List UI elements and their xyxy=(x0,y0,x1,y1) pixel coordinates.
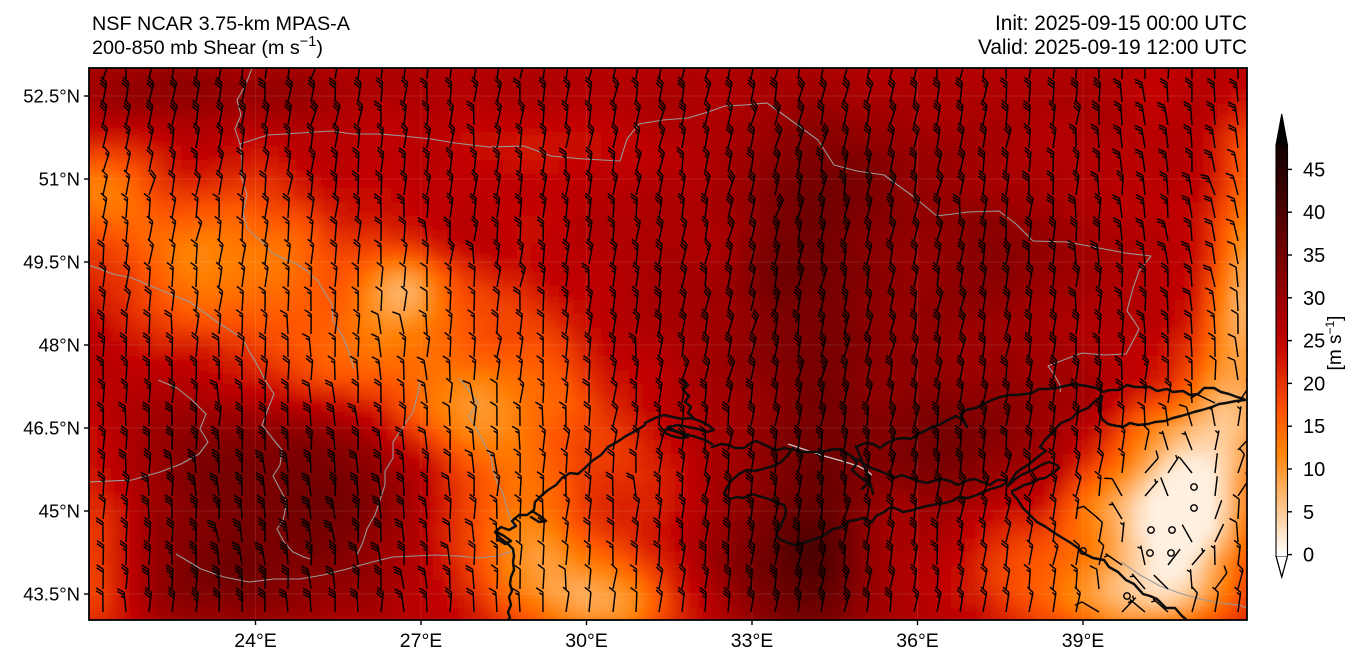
svg-text:52.5°N: 52.5°N xyxy=(23,86,80,107)
svg-text:48°N: 48°N xyxy=(39,335,80,356)
svg-text:24°E: 24°E xyxy=(234,630,277,652)
svg-text:25: 25 xyxy=(1303,331,1325,353)
svg-text:27°E: 27°E xyxy=(400,630,443,652)
svg-text:40: 40 xyxy=(1303,202,1325,224)
svg-text:49.5°N: 49.5°N xyxy=(23,252,80,273)
svg-text:NSF NCAR 3.75-km MPAS-A: NSF NCAR 3.75-km MPAS-A xyxy=(92,13,351,35)
svg-text:10: 10 xyxy=(1303,459,1325,481)
svg-text:5: 5 xyxy=(1303,502,1314,524)
svg-text:33°E: 33°E xyxy=(731,630,774,652)
svg-text:Init: 2025-09-15 00:00 UTC: Init: 2025-09-15 00:00 UTC xyxy=(995,12,1247,35)
svg-text:30°E: 30°E xyxy=(565,630,608,652)
svg-text:45: 45 xyxy=(1303,159,1325,181)
svg-text:46.5°N: 46.5°N xyxy=(23,418,80,439)
svg-text:20: 20 xyxy=(1303,373,1325,395)
svg-text:Valid: 2025-09-19 12:00 UTC: Valid: 2025-09-19 12:00 UTC xyxy=(978,36,1247,59)
svg-text:43.5°N: 43.5°N xyxy=(23,584,80,605)
svg-text:0: 0 xyxy=(1303,545,1314,567)
svg-text:39°E: 39°E xyxy=(1062,630,1105,652)
svg-text:51°N: 51°N xyxy=(39,169,80,190)
svg-text:35: 35 xyxy=(1303,245,1325,267)
svg-text:30: 30 xyxy=(1303,288,1325,310)
svg-text:45°N: 45°N xyxy=(39,501,80,522)
svg-text:[m s−1]: [m s−1] xyxy=(1323,316,1346,371)
svg-text:200-850 mb Shear (m s−1): 200-850 mb Shear (m s−1) xyxy=(92,34,323,59)
svg-text:15: 15 xyxy=(1303,416,1325,438)
svg-text:36°E: 36°E xyxy=(896,630,939,652)
